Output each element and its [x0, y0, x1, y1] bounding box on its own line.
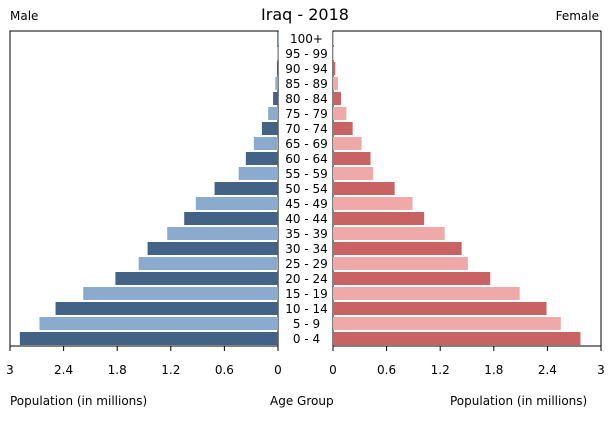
age-group-label: 35 - 39 [285, 227, 328, 241]
female-bar [333, 32, 334, 45]
age-group-label: 60 - 64 [285, 152, 328, 166]
female-bar [333, 92, 342, 105]
female-bar [333, 107, 347, 120]
male-bar [277, 32, 279, 45]
x-tick-label-left: 2.4 [54, 363, 73, 377]
male-bar [277, 47, 279, 60]
age-group-label: 50 - 54 [285, 182, 328, 196]
female-bar [333, 287, 520, 300]
x-tick-label-left: 0 [274, 363, 282, 377]
age-group-label: 70 - 74 [285, 122, 328, 136]
male-label: Male [10, 9, 39, 23]
age-group-label: 40 - 44 [285, 212, 328, 226]
age-group-label: 20 - 24 [285, 272, 328, 286]
female-bar [333, 47, 334, 60]
female-bar [333, 302, 547, 315]
female-bar [333, 212, 425, 225]
x-tick-label-right: 0.6 [377, 363, 396, 377]
female-bar [333, 272, 491, 285]
age-group-label: 10 - 14 [285, 302, 328, 316]
male-bar [238, 167, 278, 180]
male-bar [273, 92, 278, 105]
x-tick-label-right: 1.2 [431, 363, 450, 377]
female-bar [333, 182, 395, 195]
x-tick-label-left: 1.8 [108, 363, 127, 377]
male-bar [253, 137, 278, 150]
age-group-label: 15 - 19 [285, 287, 328, 301]
female-bar [333, 137, 362, 150]
age-group-label: Age Group [270, 394, 334, 408]
x-axis-label-left: Population (in millions) [10, 394, 148, 408]
female-bar [333, 77, 338, 90]
female-bar [333, 197, 413, 210]
male-bar [268, 107, 278, 120]
age-group-label: 100+ [290, 32, 323, 46]
male-bar [167, 227, 278, 240]
age-group-label: 45 - 49 [285, 197, 328, 211]
male-bar [147, 242, 278, 255]
female-bar [333, 167, 374, 180]
male-bar [195, 197, 278, 210]
x-tick-label-left: 0.6 [215, 363, 234, 377]
male-bar [115, 272, 278, 285]
x-axis-label-right: Population (in millions) [450, 394, 588, 408]
age-group-label: 95 - 99 [285, 47, 328, 61]
chart-title: Iraq - 2018 [261, 5, 349, 24]
male-bar [19, 332, 279, 345]
female-bar [333, 332, 581, 345]
male-bar [276, 62, 278, 75]
x-tick-label-left: 3 [6, 363, 14, 377]
female-bar [333, 257, 468, 270]
male-bar [138, 257, 278, 270]
age-group-label: 85 - 89 [285, 77, 328, 91]
age-group-label: 55 - 59 [285, 167, 328, 181]
x-tick-label-right: 1.8 [484, 363, 503, 377]
female-bar [333, 242, 462, 255]
x-tick-label-left: 1.2 [161, 363, 180, 377]
age-group-label: 80 - 84 [285, 92, 328, 106]
male-bar [261, 122, 278, 135]
male-bar [184, 212, 278, 225]
male-bar [55, 302, 279, 315]
male-bar [39, 317, 279, 330]
age-group-label: 5 - 9 [293, 317, 320, 331]
age-group-label: 25 - 29 [285, 257, 328, 271]
age-group-label: 65 - 69 [285, 137, 328, 151]
age-group-label: 30 - 34 [285, 242, 328, 256]
male-bar [245, 152, 278, 165]
age-group-label: 90 - 94 [285, 62, 328, 76]
male-bar [275, 77, 278, 90]
female-label: Female [555, 9, 599, 23]
female-bar [333, 122, 353, 135]
female-bar [333, 152, 371, 165]
x-tick-label-right: 0 [329, 363, 337, 377]
age-group-label: 75 - 79 [285, 107, 328, 121]
x-tick-label-right: 3 [597, 363, 605, 377]
x-tick-label-right: 2.4 [538, 363, 557, 377]
male-bar [214, 182, 278, 195]
female-bar [333, 317, 561, 330]
male-bar [83, 287, 279, 300]
female-bar [333, 62, 336, 75]
female-bar [333, 227, 445, 240]
age-group-label: 0 - 4 [293, 332, 320, 346]
